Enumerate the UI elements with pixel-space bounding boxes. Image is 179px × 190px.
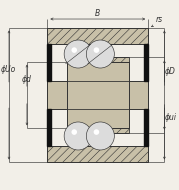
Polygon shape xyxy=(67,128,129,133)
Circle shape xyxy=(71,47,77,53)
Text: rs: rs xyxy=(156,15,163,24)
Circle shape xyxy=(64,122,92,150)
Circle shape xyxy=(64,40,92,68)
Polygon shape xyxy=(47,81,148,109)
Text: B: B xyxy=(95,9,100,18)
Circle shape xyxy=(86,40,114,68)
Bar xyxy=(47,109,51,146)
Text: ϕd: ϕd xyxy=(21,75,31,84)
Bar xyxy=(144,44,148,81)
Text: ϕUo: ϕUo xyxy=(1,65,16,74)
Text: ϕui: ϕui xyxy=(165,113,177,122)
Circle shape xyxy=(94,47,99,53)
Circle shape xyxy=(94,129,99,135)
Circle shape xyxy=(71,129,77,135)
Polygon shape xyxy=(67,62,129,128)
Bar xyxy=(47,44,51,81)
Bar xyxy=(144,109,148,146)
Circle shape xyxy=(86,122,114,150)
Polygon shape xyxy=(67,57,129,62)
Polygon shape xyxy=(47,28,148,44)
Polygon shape xyxy=(47,146,148,162)
Text: ϕD: ϕD xyxy=(165,66,176,76)
